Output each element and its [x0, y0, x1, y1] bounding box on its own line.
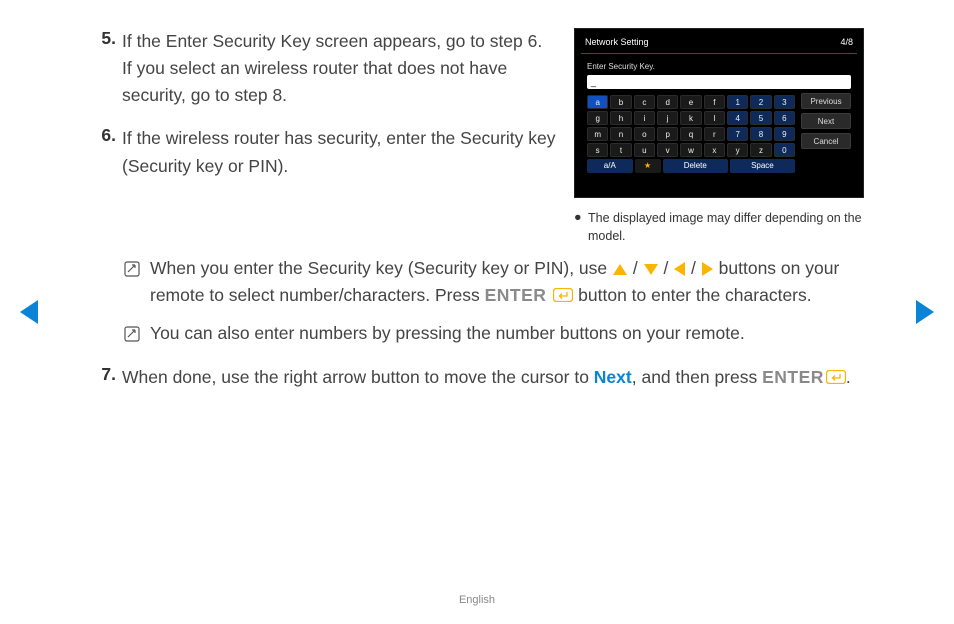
key-r[interactable]: r [704, 127, 725, 141]
key-j[interactable]: j [657, 111, 678, 125]
key-2[interactable]: 2 [750, 95, 771, 109]
step-body-6: If the wireless router has security, ent… [122, 125, 556, 179]
enter-icon [553, 283, 573, 310]
arrow-down-icon [644, 264, 658, 275]
panel-caption: ● The displayed image may differ dependi… [574, 210, 864, 245]
key-x[interactable]: x [704, 143, 725, 157]
key-d[interactable]: d [657, 95, 678, 109]
note-1: When you enter the Security key (Securit… [124, 255, 864, 310]
keyboard-grid: a b c d e f 1 2 3 g h i j k l [587, 95, 795, 157]
arrow-left-icon [674, 262, 685, 276]
step-num-5: 5. [90, 28, 116, 109]
key-9[interactable]: 9 [774, 127, 795, 141]
next-link: Next [594, 367, 632, 387]
key-y[interactable]: y [727, 143, 748, 157]
previous-button[interactable]: Previous [801, 93, 851, 109]
panel-title: Network Setting [585, 37, 649, 47]
step-7: 7. When done, use the right arrow button… [90, 364, 864, 392]
step-body-5: If the Enter Security Key screen appears… [122, 28, 556, 109]
step-num-7: 7. [90, 364, 116, 392]
key-7[interactable]: 7 [727, 127, 748, 141]
input-cursor: _ [591, 77, 596, 87]
enter-label-1: ENTER [485, 285, 547, 305]
step-7-post: . [846, 367, 851, 387]
key-t[interactable]: t [610, 143, 631, 157]
key-star[interactable]: ★ [635, 159, 661, 173]
key-o[interactable]: o [634, 127, 655, 141]
slash-1: / [628, 258, 643, 278]
key-4[interactable]: 4 [727, 111, 748, 125]
next-button[interactable]: Next [801, 113, 851, 129]
keyboard: a b c d e f 1 2 3 g h i j k l [587, 95, 795, 173]
enter-label-2: ENTER [762, 367, 824, 387]
network-setting-panel: Network Setting 4/8 Enter Security Key. … [574, 28, 864, 198]
cancel-button[interactable]: Cancel [801, 133, 851, 149]
note-1-text-a: When you enter the Security key (Securit… [150, 258, 612, 278]
arrow-right-icon [702, 262, 713, 276]
key-l[interactable]: l [704, 111, 725, 125]
nav-next-icon[interactable] [916, 300, 934, 324]
caption-text: The displayed image may differ depending… [588, 210, 864, 245]
panel-page: 4/8 [840, 37, 853, 47]
nav-prev-icon[interactable] [20, 300, 38, 324]
key-i[interactable]: i [634, 111, 655, 125]
slash-2: / [659, 258, 674, 278]
key-v[interactable]: v [657, 143, 678, 157]
key-1[interactable]: 1 [727, 95, 748, 109]
note-2-body: You can also enter numbers by pressing t… [150, 320, 864, 350]
key-w[interactable]: w [680, 143, 701, 157]
key-5[interactable]: 5 [750, 111, 771, 125]
key-a[interactable]: a [587, 95, 608, 109]
key-q[interactable]: q [680, 127, 701, 141]
step-num-6: 6. [90, 125, 116, 179]
footer-language: English [0, 594, 954, 606]
key-h[interactable]: h [610, 111, 631, 125]
key-case[interactable]: a/A [587, 159, 633, 173]
key-m[interactable]: m [587, 127, 608, 141]
step-body-7: When done, use the right arrow button to… [122, 364, 864, 392]
note-1-text-c: button to enter the characters. [578, 285, 811, 305]
panel-header: Network Setting 4/8 [581, 35, 857, 54]
key-z[interactable]: z [750, 143, 771, 157]
note-icon-2 [124, 323, 144, 350]
slash-3: / [686, 258, 701, 278]
note-icon [124, 258, 144, 310]
key-b[interactable]: b [610, 95, 631, 109]
key-e[interactable]: e [680, 95, 701, 109]
key-s[interactable]: s [587, 143, 608, 157]
step-7-mid: , and then press [632, 367, 762, 387]
key-c[interactable]: c [634, 95, 655, 109]
key-n[interactable]: n [610, 127, 631, 141]
key-6[interactable]: 6 [774, 111, 795, 125]
key-p[interactable]: p [657, 127, 678, 141]
panel-prompt: Enter Security Key. [587, 62, 851, 71]
step-6: 6. If the wireless router has security, … [90, 125, 556, 179]
key-3[interactable]: 3 [774, 95, 795, 109]
key-g[interactable]: g [587, 111, 608, 125]
arrow-up-icon [613, 264, 627, 275]
key-u[interactable]: u [634, 143, 655, 157]
key-delete[interactable]: Delete [663, 159, 728, 173]
note-1-body: When you enter the Security key (Securit… [150, 255, 864, 310]
enter-icon-2 [826, 365, 846, 392]
step-7-pre: When done, use the right arrow button to… [122, 367, 594, 387]
security-key-input[interactable]: _ [587, 75, 851, 89]
key-space[interactable]: Space [730, 159, 795, 173]
key-k[interactable]: k [680, 111, 701, 125]
key-0[interactable]: 0 [774, 143, 795, 157]
note-2: You can also enter numbers by pressing t… [124, 320, 864, 350]
keyboard-bottom: a/A ★ Delete Space [587, 159, 795, 173]
key-f[interactable]: f [704, 95, 725, 109]
bullet-icon: ● [574, 210, 588, 245]
key-8[interactable]: 8 [750, 127, 771, 141]
side-buttons: Previous Next Cancel [801, 93, 851, 173]
step-5: 5. If the Enter Security Key screen appe… [90, 28, 556, 109]
